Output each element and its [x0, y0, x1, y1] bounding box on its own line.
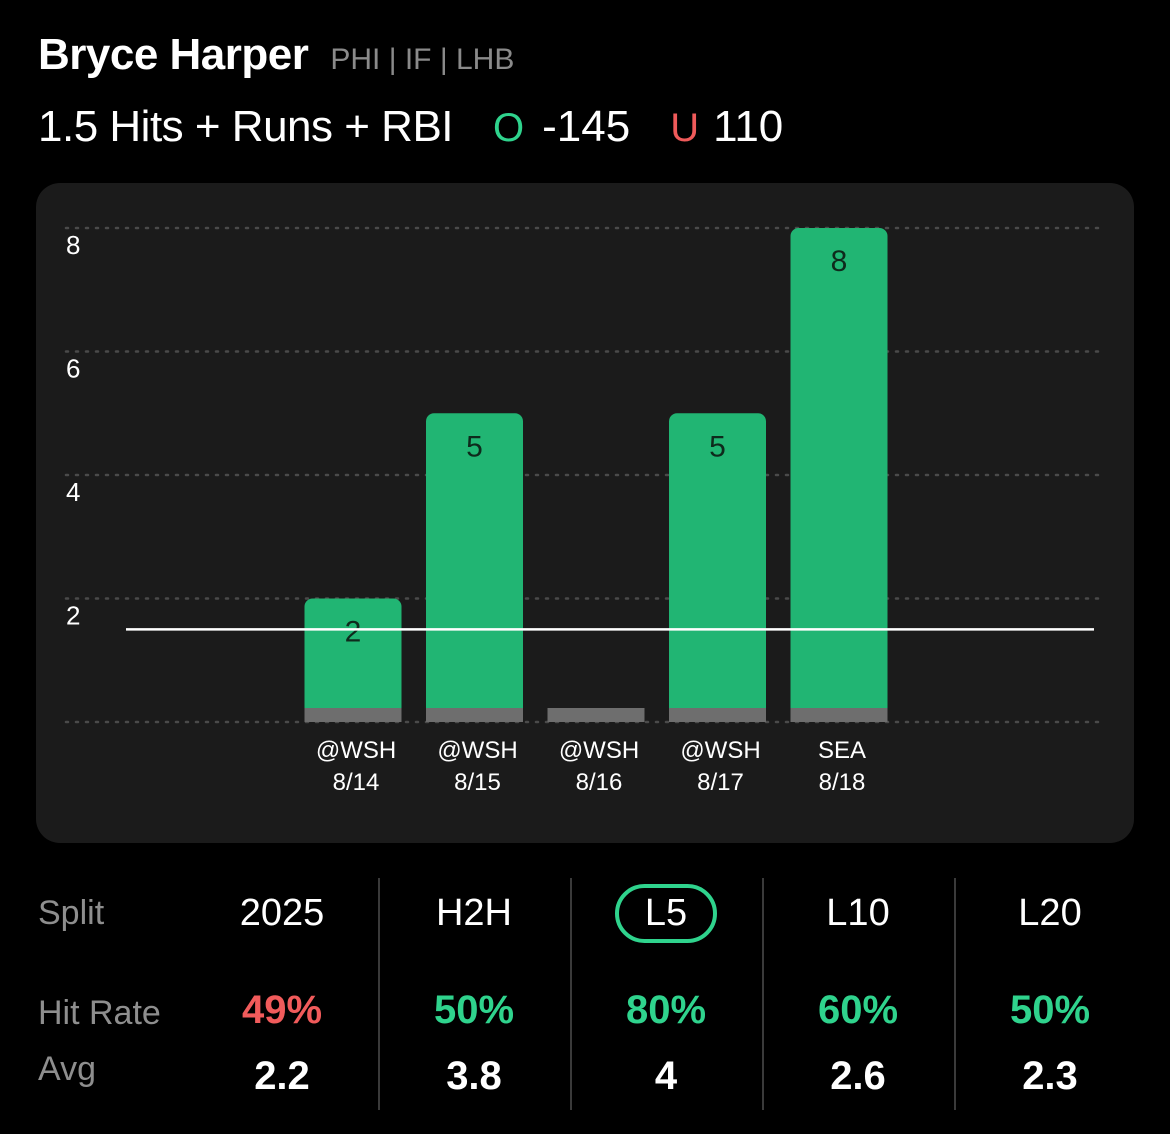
bar: [426, 413, 523, 722]
split-header[interactable]: H2H: [378, 892, 570, 935]
column-divider: [954, 878, 956, 1110]
hit-rate-value: 60%: [817, 988, 899, 1032]
bar: [669, 413, 766, 722]
bar-value-label: 2: [345, 616, 362, 649]
split-col-l20[interactable]: L20 50% 2.3: [954, 878, 1146, 1110]
x-category-label: @WSH: [316, 737, 396, 764]
split-header-text: L5: [614, 884, 718, 943]
under-odds[interactable]: 110: [713, 102, 784, 151]
split-col-2025[interactable]: 2025 49% 2.2: [186, 878, 378, 1110]
split-header-text: H2H: [435, 892, 513, 934]
split-header-text: L10: [826, 892, 890, 934]
avg-value: 2.3: [1022, 1054, 1078, 1098]
bar-baseline: [426, 708, 523, 722]
bar-baseline: [304, 708, 402, 722]
x-date-label: 8/15: [454, 769, 501, 796]
x-date-label: 8/18: [819, 769, 866, 796]
bar-baseline: [790, 708, 888, 722]
avg-value: 4: [654, 1054, 678, 1098]
x-category-label: @WSH: [559, 737, 639, 764]
y-tick-label: 4: [66, 477, 80, 507]
game-log-chart: 2 4 6 8 2 @WSH 8/14 5 @WSH 8/15 @WSH 8/16 5 @WSH 8/17 8…: [64, 226, 1106, 796]
split-col-l10[interactable]: L10 60% 2.6: [762, 878, 954, 1110]
avg-value: 2.2: [254, 1054, 310, 1098]
over-odds[interactable]: -145: [542, 102, 631, 151]
bar-baseline: [669, 708, 766, 722]
chart-card: 2 4 6 8 2 @WSH 8/14 5 @WSH 8/15 @WSH 8/16 5 @WSH 8/17 8…: [36, 183, 1134, 843]
avg-label: Avg: [38, 1050, 96, 1088]
header: Bryce Harper PHI | IF | LHB 1.5 Hits + R…: [38, 30, 1138, 152]
prop-line: 1.5 Hits + Runs + RBI: [38, 102, 454, 151]
player-meta: PHI | IF | LHB: [330, 43, 515, 76]
bar-value-label: 8: [831, 245, 848, 278]
y-tick-label: 6: [66, 354, 80, 384]
hit-rate-value: 50%: [1009, 988, 1091, 1032]
split-header[interactable]: L10: [762, 892, 954, 935]
x-date-label: 8/16: [576, 769, 623, 796]
column-divider: [762, 878, 764, 1110]
column-divider: [378, 878, 380, 1110]
x-date-label: 8/17: [697, 769, 744, 796]
column-divider: [570, 878, 572, 1110]
name-row: Bryce Harper PHI | IF | LHB: [38, 30, 1138, 80]
x-category-label: @WSH: [680, 737, 760, 764]
player-name[interactable]: Bryce Harper: [38, 30, 309, 79]
split-header[interactable]: 2025: [186, 892, 378, 935]
under-letter[interactable]: U: [670, 106, 700, 150]
over-letter[interactable]: O: [493, 106, 525, 150]
split-header-text: L20: [1018, 892, 1082, 934]
y-tick-label: 2: [66, 601, 80, 631]
split-col-h2h[interactable]: H2H 50% 3.8: [378, 878, 570, 1110]
x-category-label: @WSH: [437, 737, 517, 764]
split-col-l5[interactable]: L5 80% 4: [570, 878, 762, 1110]
bar-value-label: 5: [709, 430, 726, 463]
prop-line-row: 1.5 Hits + Runs + RBI O -145 U 110: [38, 102, 1138, 152]
x-date-label: 8/14: [333, 769, 380, 796]
bar-value-label: 5: [466, 430, 483, 463]
y-tick-label: 8: [66, 230, 80, 260]
hit-rate-value: 49%: [241, 988, 323, 1032]
split-header[interactable]: L20: [954, 892, 1146, 935]
split-label: Split: [38, 894, 105, 932]
hit-rate-value: 50%: [433, 988, 515, 1032]
x-category-label: SEA: [818, 737, 866, 764]
splits-table: Split Hit Rate Avg 2025 49% 2.2 H2H 50% …: [0, 878, 1170, 1110]
avg-value: 3.8: [446, 1054, 502, 1098]
avg-value: 2.6: [830, 1054, 886, 1098]
bar-baseline: [547, 708, 645, 722]
split-header[interactable]: L5: [570, 884, 762, 943]
hit-rate-label: Hit Rate: [38, 994, 161, 1032]
hit-rate-value: 80%: [625, 988, 707, 1032]
split-header-text: 2025: [239, 892, 325, 934]
bar: [790, 228, 888, 722]
